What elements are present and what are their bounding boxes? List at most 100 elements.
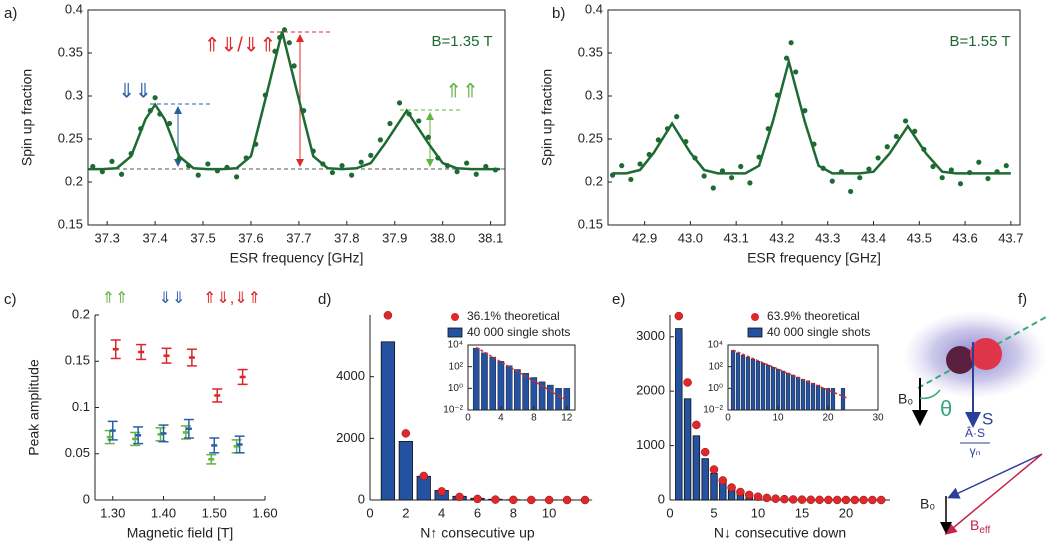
theory-point	[780, 494, 789, 504]
y-tick-label: 4000	[336, 368, 365, 383]
theory-point	[744, 490, 754, 500]
x-tick-label: 30	[872, 413, 884, 424]
bar	[398, 441, 413, 501]
label: Beff	[970, 517, 991, 536]
theory-point	[455, 492, 464, 502]
theory-point	[841, 495, 851, 505]
data-point	[857, 175, 863, 181]
inset-bar	[755, 360, 761, 411]
y-tick-label: 0.05	[65, 445, 90, 460]
label: B₀	[920, 496, 935, 512]
x-axis-label: N↑ consecutive up	[420, 525, 535, 541]
data-point	[464, 160, 470, 166]
x-axis-label: N↓ consecutive down	[714, 525, 846, 541]
data-point	[90, 163, 96, 170]
inset-bar	[770, 366, 776, 411]
bar	[692, 435, 701, 501]
x-tick-label: 37.5	[190, 230, 215, 245]
y-tick-label: 0.3	[585, 87, 603, 102]
y-tick-label: 0.35	[58, 44, 83, 59]
panel-label: a)	[4, 5, 17, 22]
bar	[701, 458, 709, 501]
data-point	[628, 176, 634, 183]
theory-point	[718, 476, 728, 485]
data-point	[329, 169, 336, 176]
theory-point	[850, 495, 860, 505]
theory-point	[683, 378, 692, 387]
x-tick-label: 0	[666, 505, 673, 520]
y-tick-label: 0	[358, 491, 365, 506]
data-point	[368, 152, 374, 158]
x-tick-label: 10	[751, 505, 765, 520]
inset-bar	[840, 388, 846, 411]
vector	[944, 453, 1043, 535]
data-point	[729, 175, 735, 181]
legend-label: 40 000 single shots	[767, 325, 870, 339]
axes: 0 4 8 12 10⁻² 10⁰ 10² 10⁴	[443, 340, 576, 424]
bar	[683, 398, 692, 501]
data-point	[719, 168, 726, 174]
theory-point	[580, 495, 590, 505]
x-tick-label: 12	[561, 413, 573, 424]
theory-point	[832, 495, 842, 505]
label: B	[970, 517, 979, 533]
inset-bar	[730, 350, 736, 411]
axes: 37.3 37.4 37.5 37.6 37.7 37.8 37.9 38.0 38.1 0.15…	[58, 1, 506, 245]
legend-marker	[747, 327, 763, 338]
y-axis-label: Spin up fraction	[539, 69, 555, 166]
inset-bar	[530, 377, 538, 411]
x-tick-label: 20	[822, 413, 834, 424]
x-tick-label: 43.2	[769, 230, 794, 245]
x-tick-label: 43.6	[952, 230, 977, 245]
plot-frame	[727, 344, 879, 411]
x-tick-label: 43.4	[861, 230, 886, 245]
data-point	[802, 108, 808, 114]
y-tick-label: 0.2	[585, 173, 603, 188]
data-point	[893, 133, 900, 140]
axes: 42.9 43.0 43.1 43.2 43.3 43.4 43.5 43.6 43.7 0.15…	[578, 1, 1024, 245]
x-tick-label: 20	[839, 505, 853, 520]
theory-point	[815, 495, 824, 505]
data-point	[205, 161, 211, 167]
y-tick-label: 10⁴	[448, 340, 463, 351]
spin-diagram: B₀ θ S Â·S γₙ B₀ Beff	[898, 311, 1049, 536]
inset-bar	[785, 372, 791, 411]
y-tick-label: 0.15	[578, 216, 603, 231]
theory-point	[859, 495, 868, 505]
y-tick-label: 2000	[636, 383, 665, 398]
inset-bar	[735, 352, 741, 411]
data-point	[866, 166, 872, 172]
data-point	[396, 100, 403, 106]
data-point	[957, 181, 964, 187]
data-point	[377, 137, 383, 143]
data-point	[152, 95, 158, 101]
data-point	[473, 171, 479, 177]
y-tick-label: 0.3	[65, 87, 83, 102]
data-point	[948, 167, 954, 173]
x-tick-label: 38.0	[430, 230, 455, 245]
annotation: ⇑⇑	[445, 80, 479, 102]
x-tick-label: 4	[498, 413, 504, 424]
y-tick-label: 10²	[449, 361, 464, 372]
x-tick-label: 37.4	[142, 230, 167, 245]
data-point	[701, 173, 707, 179]
data-point	[195, 172, 201, 178]
data-point	[976, 159, 982, 165]
x-tick-label: 37.3	[95, 230, 120, 245]
x-axis-label: Magnetic field [T]	[127, 525, 234, 541]
inset-bar	[800, 378, 806, 411]
inset-bar	[765, 364, 771, 411]
legend-label: 63.9% theoretical	[767, 309, 860, 323]
label: B₀	[898, 391, 913, 407]
x-tick-label: 38.1	[478, 230, 503, 245]
x-tick-label: 1.50	[202, 505, 227, 520]
plot-frame	[607, 9, 1021, 226]
data-point	[109, 158, 115, 164]
y-tick-label: 10⁻²	[703, 405, 723, 416]
theory-point	[419, 471, 428, 481]
inset-bar	[805, 380, 811, 411]
theory-point	[788, 495, 798, 504]
x-tick-label: 15	[795, 505, 809, 520]
panel-label: c)	[4, 291, 17, 308]
data-point	[848, 188, 854, 195]
